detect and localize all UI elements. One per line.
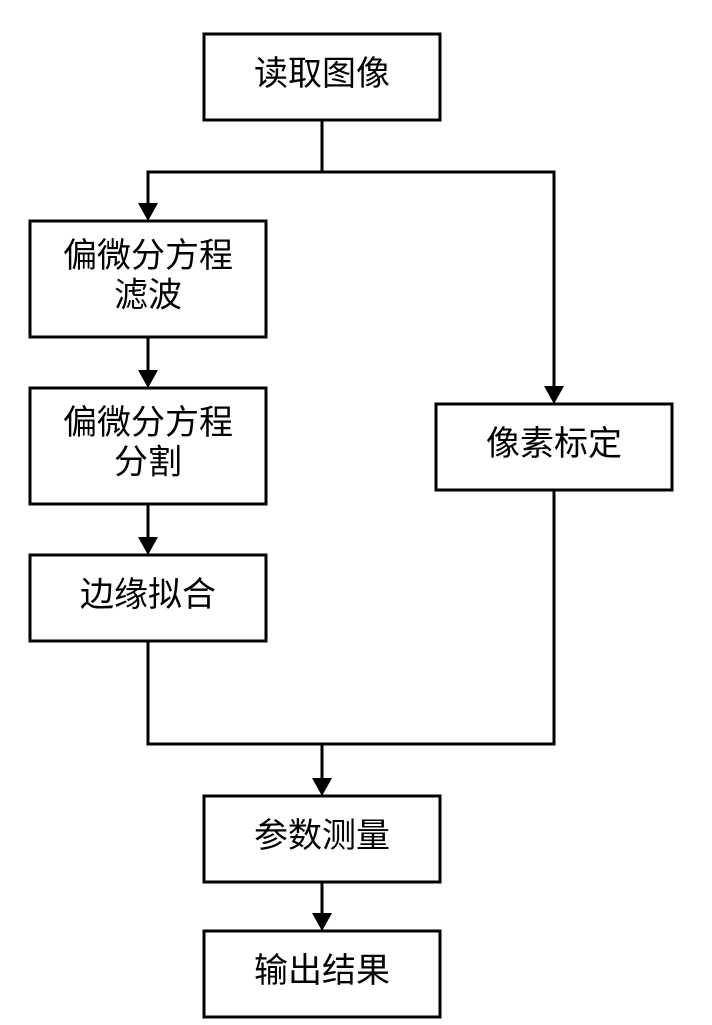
node-label: 偏微分方程 — [63, 404, 233, 442]
node-label: 边缘拟合 — [80, 576, 216, 614]
edge-line — [148, 641, 322, 778]
node-pdefilt: 偏微分方程滤波 — [30, 221, 266, 337]
node-label: 分割 — [114, 443, 182, 481]
edge-read-pixcal — [322, 120, 564, 404]
edge-edgefit-param — [148, 641, 332, 796]
node-label: 滤波 — [114, 276, 182, 314]
edge-read-pdefilt — [138, 120, 322, 221]
edge-param-output — [312, 882, 332, 931]
edge-line — [322, 120, 554, 386]
arrow-head — [544, 386, 564, 404]
arrow-head — [138, 203, 158, 221]
node-pixcal: 像素标定 — [436, 404, 672, 490]
edge-pdefilt-pdeseg — [138, 337, 158, 388]
edge-pdeseg-edgefit — [138, 504, 158, 555]
node-edgefit: 边缘拟合 — [30, 555, 266, 641]
node-label: 像素标定 — [486, 425, 622, 463]
arrow-head — [138, 370, 158, 388]
edge-line — [322, 490, 554, 744]
node-label: 读取图像 — [254, 55, 390, 93]
node-output: 输出结果 — [204, 931, 440, 1017]
arrow-head — [138, 537, 158, 555]
edge-line — [148, 120, 322, 203]
node-param: 参数测量 — [204, 796, 440, 882]
flowchart-diagram: 读取图像偏微分方程滤波偏微分方程分割像素标定边缘拟合参数测量输出结果 — [0, 0, 712, 1025]
node-label: 偏微分方程 — [63, 237, 233, 275]
node-pdeseg: 偏微分方程分割 — [30, 388, 266, 504]
node-label: 输出结果 — [254, 952, 390, 990]
edge-pixcal-param — [322, 490, 554, 744]
arrow-head — [312, 913, 332, 931]
node-read: 读取图像 — [204, 34, 440, 120]
node-label: 参数测量 — [254, 817, 390, 855]
arrow-head — [312, 778, 332, 796]
